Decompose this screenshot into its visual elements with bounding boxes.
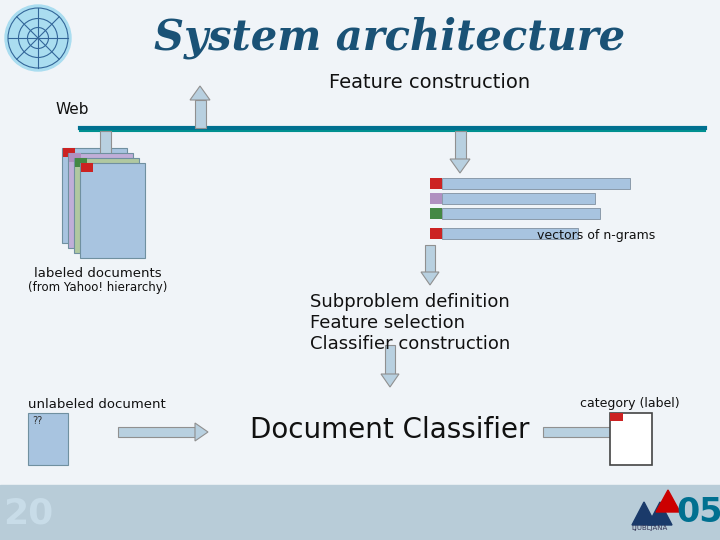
Polygon shape xyxy=(95,159,115,173)
Text: labeled documents: labeled documents xyxy=(34,267,162,280)
Polygon shape xyxy=(656,490,680,512)
Text: Classifier construction: Classifier construction xyxy=(310,335,510,353)
Text: Feature construction: Feature construction xyxy=(330,72,531,91)
Text: System architecture: System architecture xyxy=(154,17,626,59)
Bar xyxy=(385,345,395,374)
Bar xyxy=(194,100,205,128)
Bar xyxy=(68,153,133,248)
Bar xyxy=(0,485,720,540)
Bar xyxy=(442,208,600,219)
Bar xyxy=(610,413,623,421)
Bar xyxy=(543,427,615,437)
Text: category (label): category (label) xyxy=(580,397,680,410)
Text: 05: 05 xyxy=(677,496,720,529)
Polygon shape xyxy=(195,423,208,441)
Bar xyxy=(28,413,68,465)
Bar xyxy=(81,163,93,172)
Bar xyxy=(430,178,442,189)
Circle shape xyxy=(5,5,71,71)
Text: (from Yahoo! hierarchy): (from Yahoo! hierarchy) xyxy=(28,281,168,294)
Bar xyxy=(442,193,595,204)
Polygon shape xyxy=(632,502,656,525)
Bar xyxy=(69,153,81,162)
Text: unlabeled document: unlabeled document xyxy=(28,398,166,411)
Bar xyxy=(63,148,75,157)
Text: ??: ?? xyxy=(32,416,42,426)
Text: Web: Web xyxy=(55,103,89,118)
Polygon shape xyxy=(421,272,439,285)
Bar xyxy=(99,131,110,159)
Polygon shape xyxy=(648,502,672,525)
Bar xyxy=(430,208,442,219)
Bar xyxy=(430,228,442,239)
Text: LJUBLJANA: LJUBLJANA xyxy=(632,525,668,531)
Bar xyxy=(442,228,578,239)
Bar xyxy=(62,148,127,243)
Text: 20: 20 xyxy=(3,496,53,530)
Text: vectors of n-grams: vectors of n-grams xyxy=(536,228,655,241)
Polygon shape xyxy=(615,423,628,441)
Polygon shape xyxy=(190,86,210,100)
Bar xyxy=(74,158,139,253)
Bar xyxy=(80,163,145,258)
Text: Subproblem definition: Subproblem definition xyxy=(310,293,510,311)
Bar xyxy=(118,427,195,437)
Text: Feature selection: Feature selection xyxy=(310,314,465,332)
Text: Document Classifier: Document Classifier xyxy=(251,416,530,444)
Bar xyxy=(442,178,630,189)
Bar xyxy=(430,193,442,204)
Polygon shape xyxy=(450,159,470,173)
Bar xyxy=(610,413,652,465)
Polygon shape xyxy=(381,374,399,387)
Bar xyxy=(75,158,87,167)
Bar xyxy=(454,131,466,159)
Bar xyxy=(425,245,435,272)
